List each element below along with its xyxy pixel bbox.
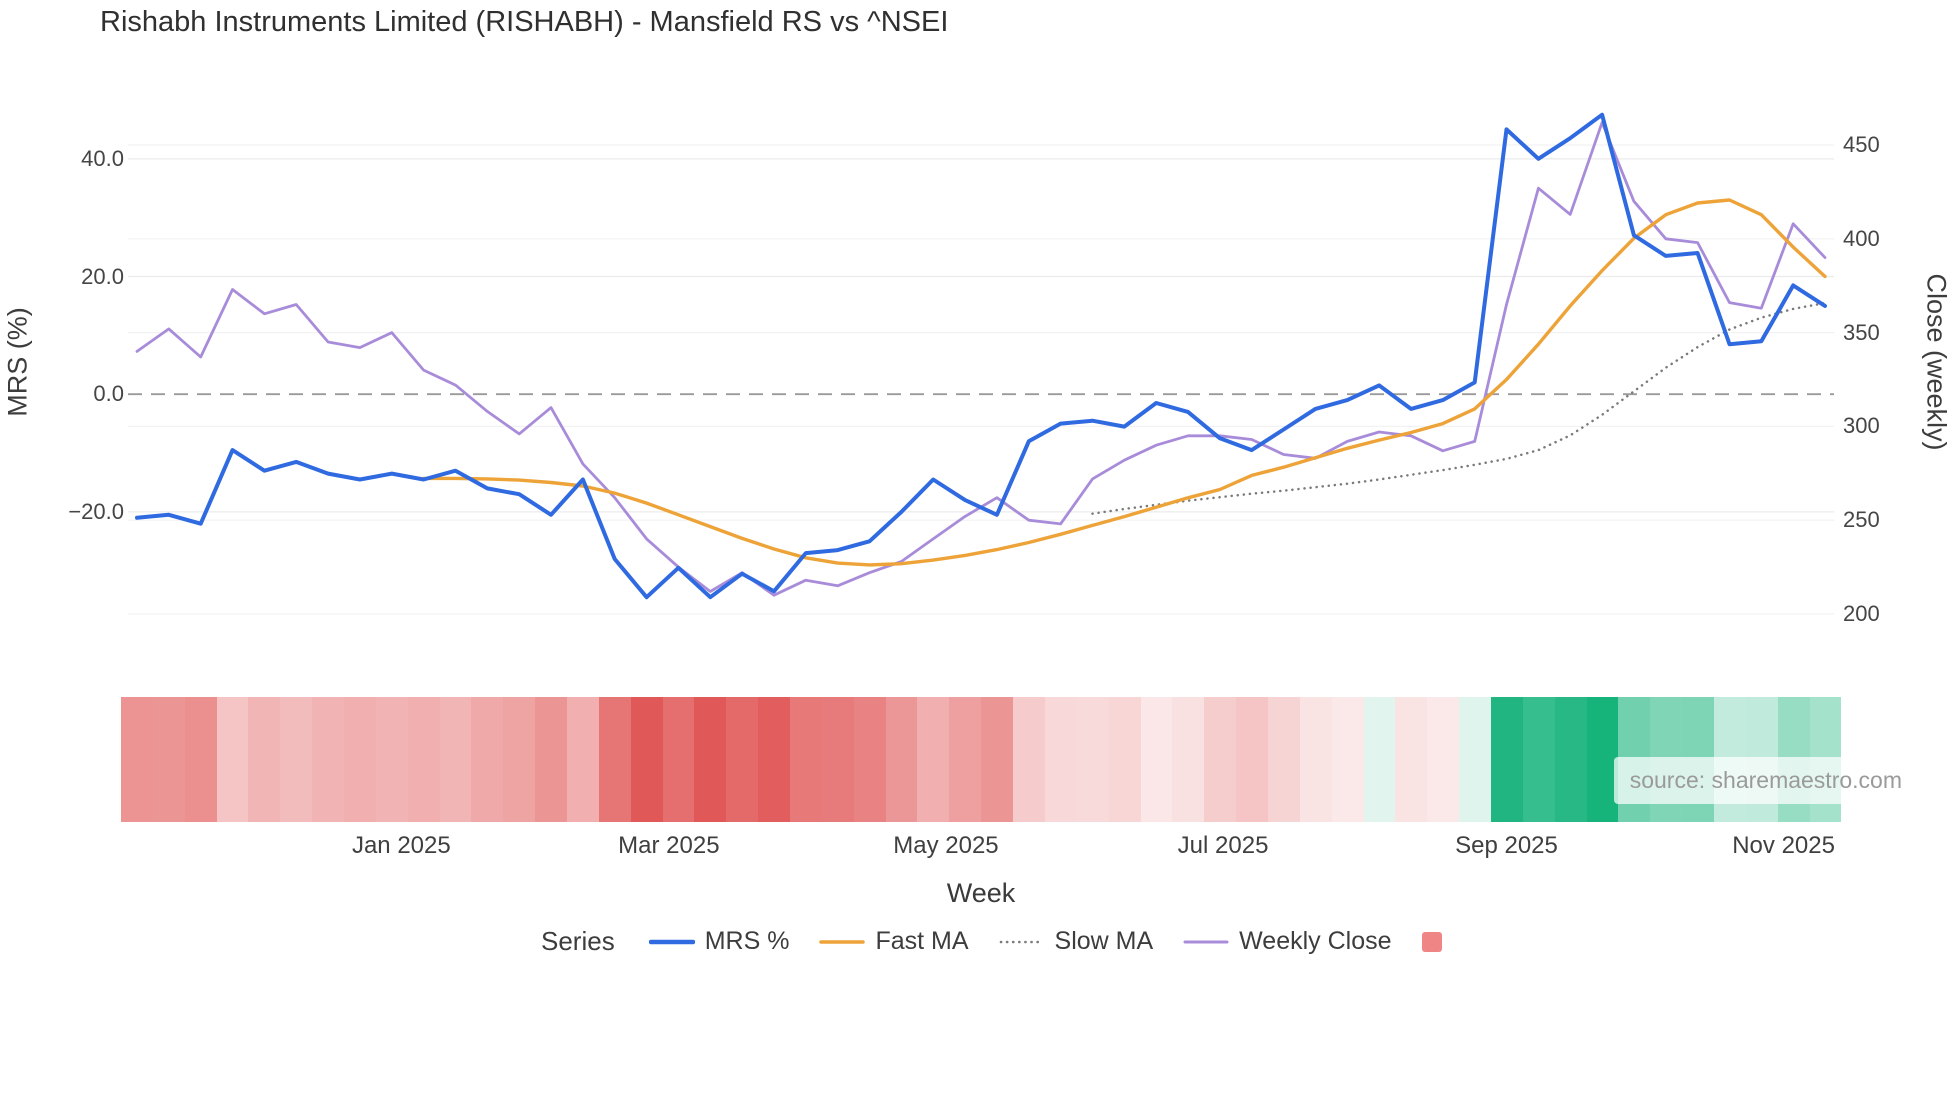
heatmap-cell	[981, 697, 1014, 822]
heatmap-cell	[1013, 697, 1045, 822]
heatmap-cell	[1490, 697, 1523, 822]
heatmap-cell	[917, 697, 950, 822]
y-right-tick-label: 350	[1843, 319, 1880, 345]
source-attribution: source: sharemaestro.com	[1613, 757, 1918, 804]
x-tick-label: Mar 2025	[618, 832, 720, 859]
legend-item-label: Weekly Close	[1239, 927, 1392, 955]
heatmap-cell	[567, 697, 599, 822]
x-tick-label: Jan 2025	[351, 832, 451, 859]
legend-line-swatch	[999, 940, 1044, 943]
heatmap-cell	[439, 697, 472, 822]
heatmap-cell	[121, 697, 153, 822]
legend: Series MRS % Fast MA Slow MA Weekly Close	[541, 926, 1442, 957]
x-tick-label: Jul 2025	[1177, 832, 1269, 859]
x-tick-label: Nov 2025	[1732, 832, 1835, 859]
heatmap-cell	[726, 697, 759, 822]
legend-item-slow-ma[interactable]: Slow MA	[999, 927, 1154, 956]
y-right-tick-label: 450	[1843, 132, 1880, 158]
series-line-fast-ma	[421, 198, 1827, 567]
legend-item-label: MRS %	[704, 927, 790, 955]
y-right-tick-label: 250	[1843, 507, 1880, 533]
heatmap-cell	[1108, 697, 1141, 822]
chart-title: Rishabh Instruments Limited (RISHABH) - …	[100, 6, 949, 38]
heatmap-cell	[853, 697, 886, 822]
heatmap-cell	[1299, 697, 1332, 822]
heatmap-cell	[1554, 697, 1587, 822]
series-line-slow-ma	[1091, 301, 1827, 515]
heatmap-cell	[1586, 697, 1619, 822]
heatmap-cell	[1331, 697, 1364, 822]
heatmap-cell	[248, 697, 281, 822]
series-line-mrs-	[135, 112, 1827, 600]
heatmap-cell	[1044, 697, 1077, 822]
legend-line-swatch	[1183, 940, 1229, 943]
heatmap-cell	[949, 697, 982, 822]
heatmap-cell	[471, 697, 504, 822]
legend-title: Series	[541, 926, 615, 956]
y-left-tick-label: 40.0	[81, 145, 124, 171]
heatmap-cell	[1459, 697, 1491, 822]
heatmap-cell	[503, 697, 536, 822]
heatmap-cell	[630, 697, 663, 822]
x-tick-label: Sep 2025	[1455, 832, 1558, 859]
heatmap-cell	[1204, 697, 1237, 822]
heatmap-cell	[280, 697, 313, 822]
heatmap-cell	[1172, 697, 1205, 822]
heatmap-cell	[1427, 697, 1460, 822]
heatmap-cell	[1267, 697, 1300, 822]
x-tick-label: May 2025	[893, 832, 999, 859]
series-line-weekly-close	[135, 121, 1827, 597]
legend-item-label: Slow MA	[1054, 927, 1154, 955]
heatmap-cell	[821, 697, 854, 822]
y-left-tick-label: 0.0	[93, 381, 124, 407]
y-left-tick-label: 20.0	[81, 263, 124, 289]
heatmap-cell	[312, 697, 345, 822]
legend-items: MRS % Fast MA Slow MA Weekly Close	[648, 927, 1442, 956]
heatmap-cell	[1363, 697, 1396, 822]
heatmap-cell	[184, 697, 217, 822]
heatmap-cell	[1076, 697, 1109, 822]
heatmap-cell	[598, 697, 631, 822]
legend-item-weekly-close[interactable]: Weekly Close	[1183, 927, 1392, 956]
heatmap-cell	[535, 697, 568, 822]
legend-item-mrs-[interactable]: MRS %	[648, 927, 790, 956]
heatmap-cell	[694, 697, 727, 822]
heatmap-cell	[1140, 697, 1173, 822]
heatmap-cell	[1522, 697, 1555, 822]
legend-item-heat-band[interactable]	[1421, 931, 1442, 952]
heatmap-cell	[1236, 697, 1268, 822]
heatmap-cell	[758, 697, 791, 822]
heatmap-cell	[885, 697, 918, 822]
heatmap-cell	[1395, 697, 1428, 822]
legend-item-label: Fast MA	[875, 927, 969, 955]
heatmap-cell	[662, 697, 695, 822]
y-right-tick-label: 400	[1843, 225, 1880, 251]
heatmap-cell	[152, 697, 185, 822]
heatmap-cell	[407, 697, 440, 822]
legend-square-swatch	[1421, 931, 1442, 952]
heatmap-band	[121, 697, 1842, 822]
y-right-tick-label: 300	[1843, 413, 1880, 439]
legend-line-swatch	[819, 939, 866, 944]
legend-line-swatch	[648, 939, 695, 944]
heatmap-cell	[344, 697, 376, 822]
y-right-tick-label: 200	[1843, 600, 1880, 626]
y-left-tick-label: −20.0	[68, 498, 124, 524]
x-axis-title: Week	[946, 878, 1016, 908]
legend-item-fast-ma[interactable]: Fast MA	[819, 927, 969, 956]
heatmap-cell	[790, 697, 822, 822]
heatmap-cell	[216, 697, 249, 822]
heatmap-cell	[375, 697, 408, 822]
